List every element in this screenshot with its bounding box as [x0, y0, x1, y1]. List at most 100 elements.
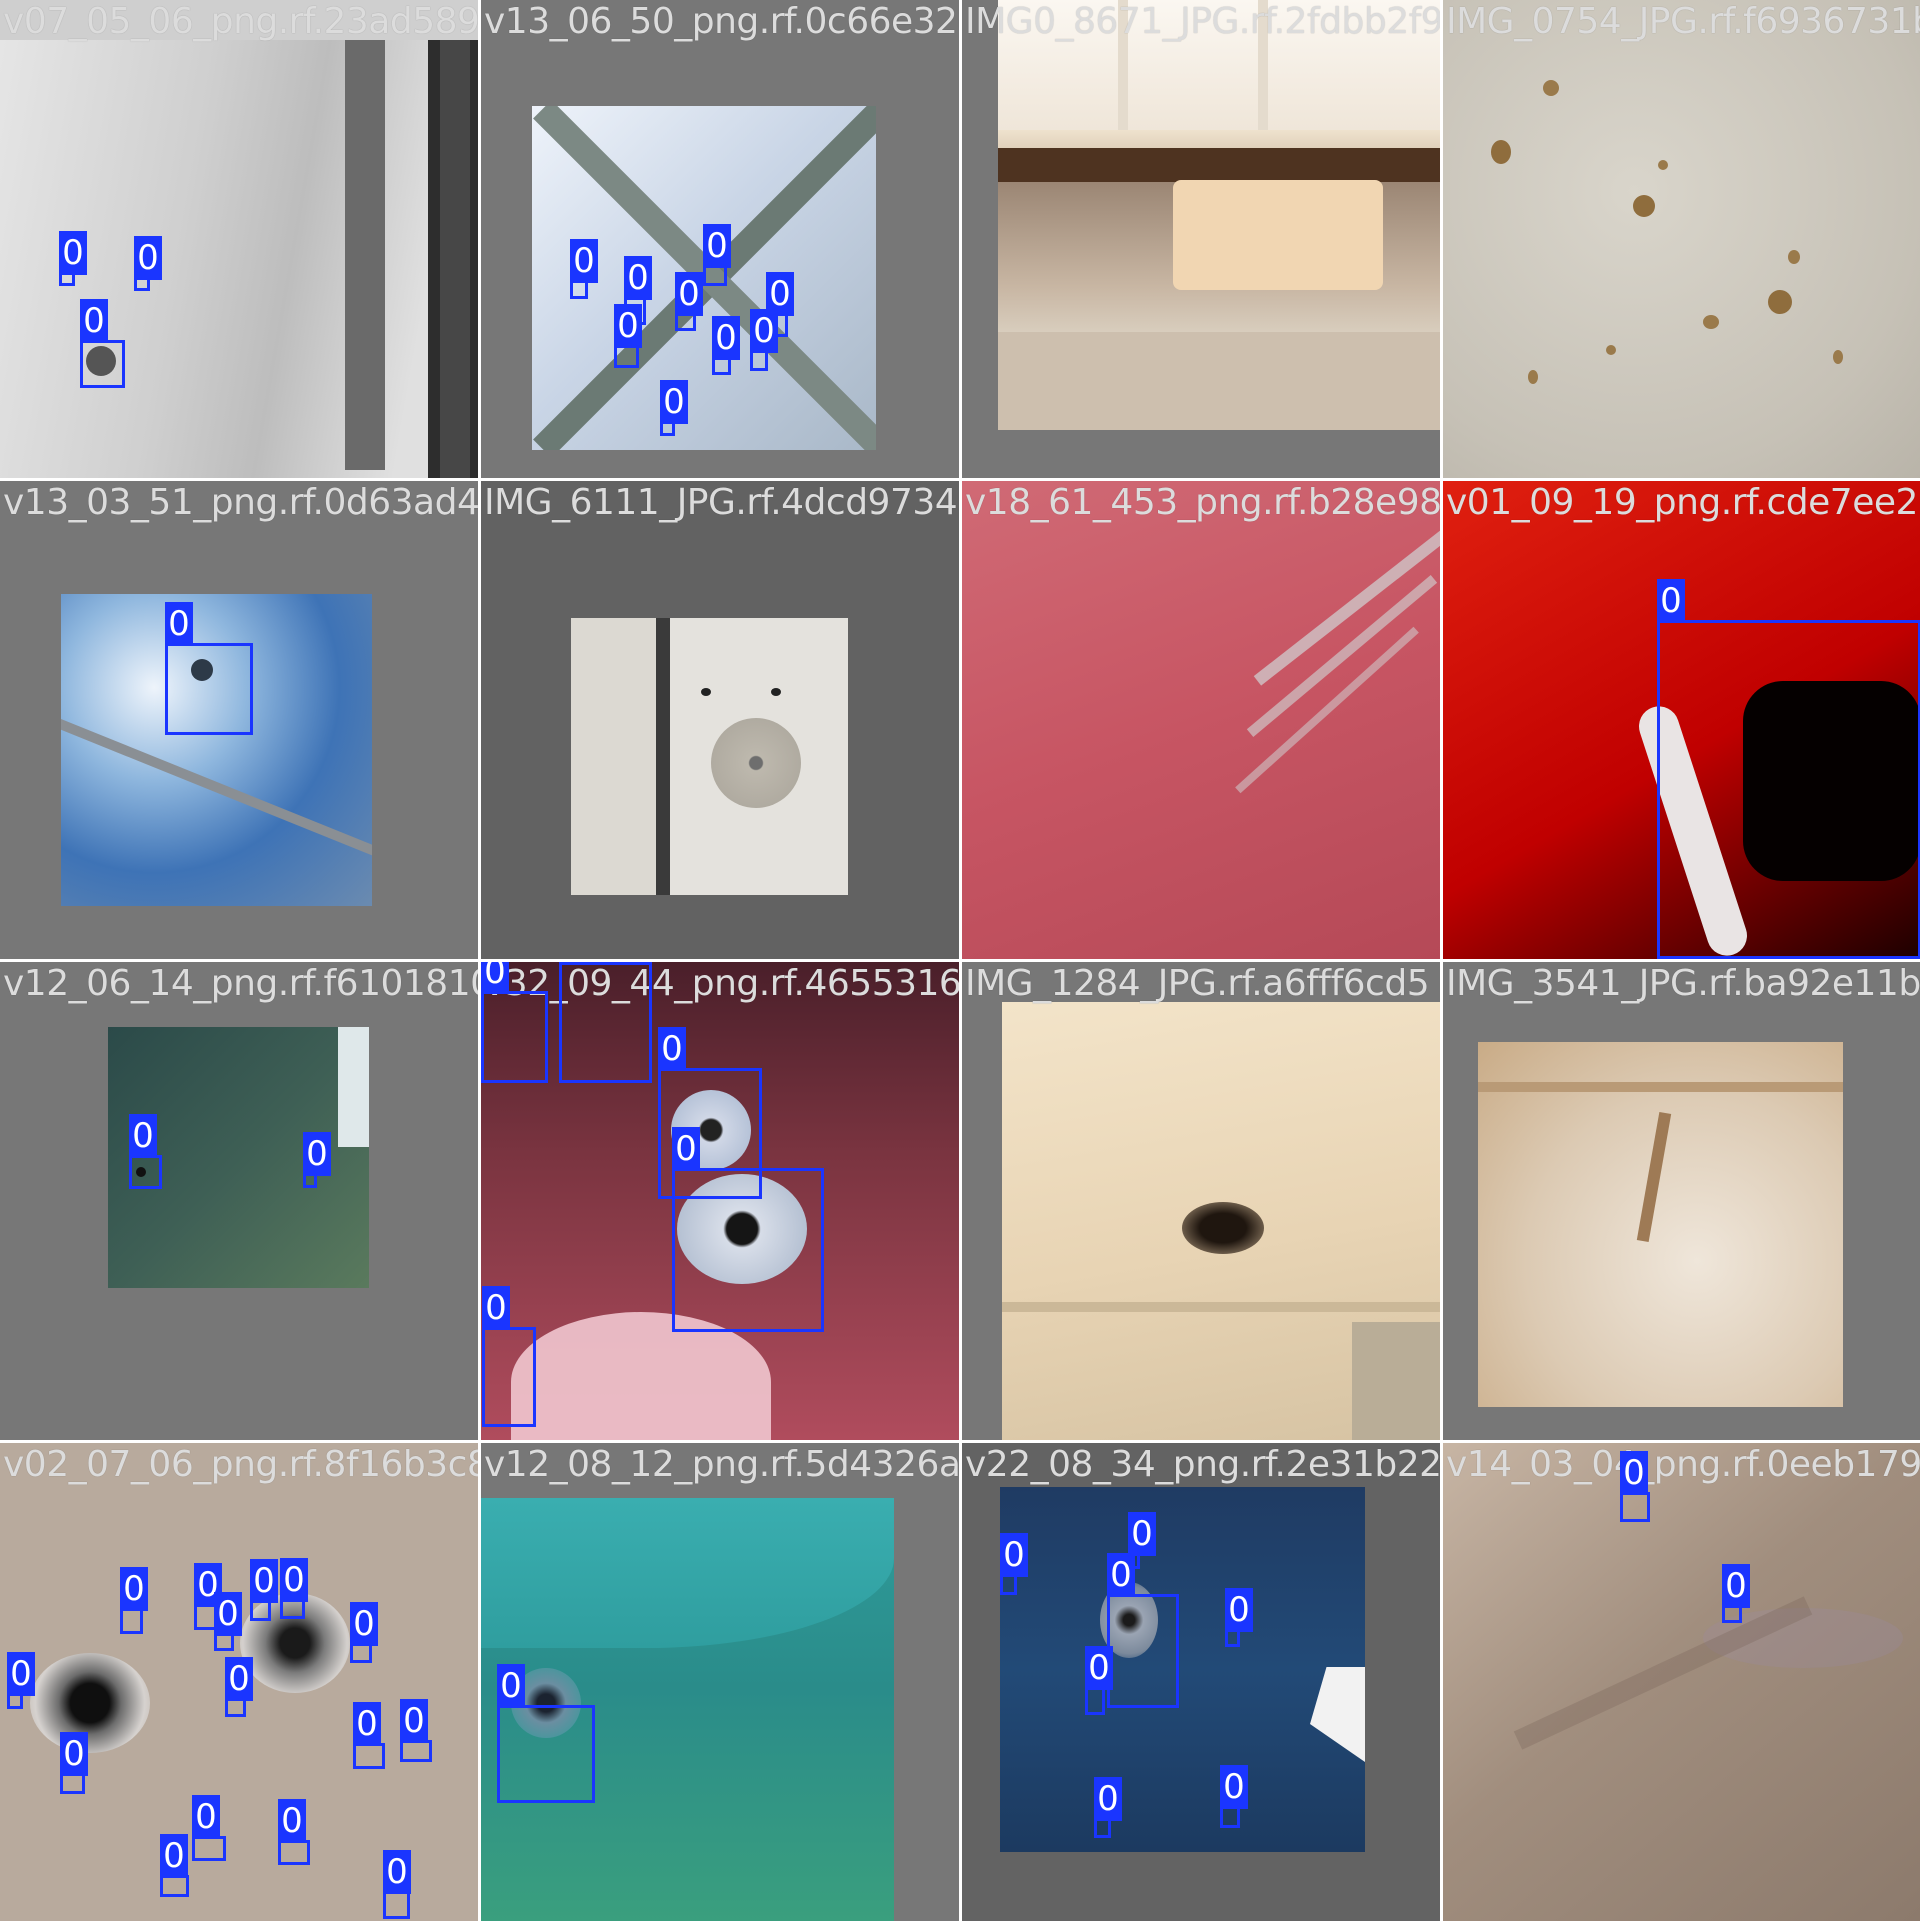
tile-filename: v12_06_14_png.rf.f6101810 [3, 963, 478, 1004]
tile-photo [0, 0, 478, 478]
detection-box: 0 [1225, 1588, 1253, 1647]
detection-box: 0 [353, 1702, 385, 1769]
detection-box: 0 [1620, 1451, 1650, 1522]
class-label: 0 [703, 224, 731, 268]
class-label: 0 [7, 1652, 35, 1696]
tile-photo [1478, 1042, 1843, 1407]
class-label: 0 [214, 1592, 242, 1636]
detection-box: 0 [250, 1559, 278, 1621]
detection-box: 0 [214, 1592, 242, 1651]
detection-box: 0 [1085, 1646, 1113, 1715]
detection-box: 0 [1657, 579, 1920, 959]
tile-filename: v07_05_06_png.rf.23ad589d2d133ebb5e975bf… [3, 1, 478, 42]
class-label: 0 [353, 1702, 381, 1746]
class-label: 0 [481, 962, 509, 994]
class-label: 0 [570, 239, 598, 283]
tile-2: v13_06_50_png.rf.0c66e32d 0 0 0 0 0 0 0 … [481, 0, 959, 478]
tile-photo [1443, 481, 1920, 959]
detection-box: 0 [1220, 1765, 1248, 1828]
class-label: 0 [165, 602, 193, 646]
class-label: 0 [120, 1567, 148, 1611]
detection-box: 0 [1094, 1777, 1122, 1838]
detection-box: 0 [766, 272, 794, 337]
tile-filename: v22_08_34_png.rf.2e31b22 [965, 1444, 1440, 1485]
detection-box: 0 [383, 1850, 411, 1919]
class-label: 0 [1722, 1564, 1750, 1608]
tile-photo [1443, 1443, 1920, 1921]
tile-photo [962, 481, 1440, 959]
class-label: 0 [1085, 1646, 1113, 1690]
detection-box: 0 [280, 1558, 308, 1619]
class-label: 0 [129, 1114, 157, 1158]
class-label: 0 [192, 1795, 220, 1839]
tile-filename: v12_08_12_png.rf.5d4326a7 [484, 1444, 959, 1485]
detection-box: 0 [120, 1567, 148, 1634]
class-label: 0 [658, 1027, 686, 1071]
detection-box: 0 [225, 1657, 253, 1717]
class-label: 0 [1225, 1588, 1253, 1632]
class-label: 0 [1128, 1512, 1156, 1556]
detection-box: 0 [350, 1602, 378, 1663]
tile-filename: IMG_1284_JPG.rf.a6fff6cd5 [965, 963, 1430, 1004]
class-label: 0 [559, 962, 587, 965]
class-label: 0 [482, 1286, 510, 1330]
tile-15: v22_08_34_png.rf.2e31b22 0 0 0 0 0 0 0 [962, 1443, 1440, 1921]
tile-1: v07_05_06_png.rf.23ad589d2d133ebb5e975bf… [0, 0, 478, 478]
class-label: 0 [1220, 1765, 1248, 1809]
tile-photo [481, 1498, 894, 1921]
class-label: 0 [1000, 1533, 1028, 1577]
class-label: 0 [750, 309, 778, 353]
tile-filename: v01_09_19_png.rf.cde7ee273 [1446, 482, 1920, 523]
class-label: 0 [80, 299, 108, 343]
detection-box: 0 [7, 1652, 35, 1709]
class-label: 0 [278, 1799, 306, 1843]
detection-box: 0 [658, 1027, 762, 1199]
detection-box: 0 [712, 316, 740, 375]
tile-photo [998, 0, 1440, 430]
detection-box: 0 [570, 239, 598, 299]
tile-8: v01_09_19_png.rf.cde7ee273 0 [1443, 481, 1920, 959]
class-label: 0 [225, 1657, 253, 1701]
tile-filename: v32_09_44_png.rf.4655316e [484, 963, 959, 1004]
detection-box: 0 [160, 1834, 189, 1897]
detection-box: 0 [482, 1286, 536, 1427]
tile-filename: v13_06_50_png.rf.0c66e32d [484, 1, 959, 42]
tile-11: IMG_1284_JPG.rf.a6fff6cd5 [962, 962, 1440, 1440]
class-label: 0 [497, 1664, 525, 1708]
tile-filename: v14_03_04_png.rf.0eeb1790 [1446, 1444, 1920, 1485]
tile-filename: v13_03_51_png.rf.0d63ad494f2c3028fb9e5bf [3, 482, 478, 523]
detection-box: 0 [481, 962, 548, 1083]
detection-box: 0 [278, 1799, 310, 1865]
class-label: 0 [160, 1834, 188, 1878]
class-label: 0 [400, 1699, 428, 1743]
tile-3: IMG0_8671_JPG.rf.2fdbb2f9f18e83c9375d1fb… [962, 0, 1440, 478]
class-label: 0 [59, 231, 87, 275]
tile-filename: v02_07_06_png.rf.8f16b3c8 [3, 1444, 478, 1485]
detection-box: 0 [1722, 1564, 1750, 1623]
tile-12: IMG_3541_JPG.rf.ba92e11b [1443, 962, 1920, 1440]
class-label: 0 [1620, 1451, 1648, 1495]
class-label: 0 [672, 1127, 700, 1171]
tile-photo [571, 618, 848, 895]
detection-box: 0 [703, 224, 731, 286]
tile-10: v32_09_44_png.rf.4655316e 0 0 0 0 0 [481, 962, 959, 1440]
detection-box: 0 [660, 380, 688, 436]
class-label: 0 [250, 1559, 278, 1603]
detection-box: 0 [672, 1127, 824, 1332]
class-label: 0 [1107, 1553, 1135, 1597]
tile-14: v12_08_12_png.rf.5d4326a7 0 [481, 1443, 959, 1921]
detection-box: 0 [129, 1114, 162, 1189]
detection-box: 0 [303, 1132, 331, 1188]
tile-photo [1443, 0, 1920, 478]
detection-box: 0 [192, 1795, 226, 1861]
detection-box: 0 [559, 962, 652, 1083]
tile-16: v14_03_04_png.rf.0eeb1790 0 0 [1443, 1443, 1920, 1921]
class-label: 0 [1094, 1777, 1122, 1821]
detection-box: 0 [60, 1732, 88, 1794]
class-label: 0 [675, 272, 703, 316]
class-label: 0 [766, 272, 794, 316]
tile-filename: IMG_0754_JPG.rf.f6936731b [1446, 1, 1920, 42]
detection-box: 0 [675, 272, 703, 331]
class-label: 0 [134, 236, 162, 280]
